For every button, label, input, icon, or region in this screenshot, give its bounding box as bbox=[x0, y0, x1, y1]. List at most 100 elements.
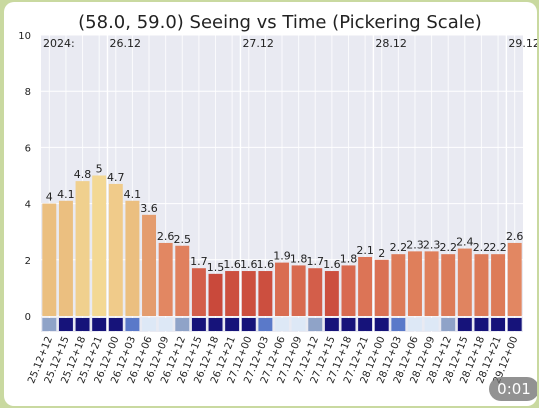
cloud-cover-cell bbox=[424, 318, 439, 331]
seeing-bar bbox=[175, 245, 190, 316]
bar-value-label: 4 bbox=[46, 191, 53, 204]
seeing-bar bbox=[291, 265, 306, 316]
cloud-cover-cell bbox=[208, 318, 223, 331]
seeing-bar bbox=[208, 273, 223, 316]
bar-value-label: 5 bbox=[96, 163, 103, 176]
cloud-cover-cell bbox=[275, 318, 289, 331]
cloud-cover-cell bbox=[507, 318, 522, 331]
seeing-bar bbox=[108, 183, 123, 316]
cloud-cover-cell bbox=[491, 318, 506, 331]
bar-value-label: 1.7 bbox=[190, 255, 208, 268]
bar-value-label: 2.2 bbox=[489, 241, 507, 254]
y-tick-label: 0 bbox=[25, 312, 31, 323]
bar-value-label: 2.2 bbox=[439, 241, 457, 254]
seeing-bar bbox=[92, 175, 107, 316]
y-tick-label: 6 bbox=[25, 143, 31, 154]
seeing-bar bbox=[275, 262, 289, 316]
cloud-cover-cell bbox=[108, 318, 123, 331]
cloud-cover-cell bbox=[125, 318, 140, 331]
seeing-bar bbox=[441, 254, 456, 316]
bar-value-label: 2.6 bbox=[506, 230, 524, 243]
seeing-bar bbox=[191, 268, 206, 316]
seeing-bar bbox=[42, 203, 57, 316]
cloud-cover-cell bbox=[441, 318, 456, 331]
bar-value-label: 1.8 bbox=[290, 252, 308, 265]
cloud-cover-cell bbox=[225, 318, 240, 331]
bar-value-label: 4.1 bbox=[124, 188, 142, 201]
cloud-cover-cell bbox=[324, 318, 339, 331]
day-label: 29.12 bbox=[508, 37, 537, 50]
seeing-bar bbox=[341, 265, 356, 316]
bar-value-label: 2.3 bbox=[423, 238, 441, 251]
cloud-cover-cell bbox=[92, 318, 107, 331]
cloud-cover-cell bbox=[241, 318, 256, 331]
cloud-cover-cell bbox=[75, 318, 90, 331]
bar-value-label: 4.1 bbox=[57, 188, 75, 201]
seeing-bar bbox=[491, 254, 506, 316]
seeing-bar bbox=[474, 254, 489, 316]
day-label: 28.12 bbox=[375, 37, 407, 50]
bar-value-label: 1.9 bbox=[273, 250, 291, 263]
seeing-bar bbox=[158, 242, 173, 316]
bar-value-label: 2.6 bbox=[157, 230, 175, 243]
seeing-bar bbox=[258, 271, 273, 316]
bar-value-label: 4.8 bbox=[74, 168, 92, 181]
bar-value-label: 1.6 bbox=[257, 258, 275, 271]
seeing-bar bbox=[507, 242, 522, 316]
bar-value-label: 1.8 bbox=[340, 252, 358, 265]
bar-value-label: 1.7 bbox=[306, 255, 324, 268]
seeing-bar bbox=[142, 214, 157, 316]
bar-value-label: 2.1 bbox=[356, 244, 374, 257]
bar-value-label: 2.3 bbox=[406, 238, 424, 251]
cloud-cover-cell bbox=[358, 318, 373, 331]
cloud-cover-cell bbox=[58, 318, 73, 331]
seeing-bar bbox=[125, 200, 140, 316]
seeing-bar bbox=[75, 181, 90, 316]
cloud-cover-cell bbox=[474, 318, 489, 331]
bar-value-label: 2.2 bbox=[390, 241, 408, 254]
cloud-cover-cell bbox=[291, 318, 306, 331]
bar-value-label: 1.5 bbox=[207, 261, 225, 274]
bar-value-label: 2.2 bbox=[473, 241, 491, 254]
cloud-cover-cell bbox=[142, 318, 157, 331]
y-tick-label: 10 bbox=[18, 31, 31, 42]
seeing-bar bbox=[324, 271, 339, 316]
seeing-bar bbox=[241, 271, 256, 316]
cloud-cover-cell bbox=[407, 318, 422, 331]
bar-value-label: 3.6 bbox=[140, 202, 158, 215]
seeing-bar bbox=[358, 256, 373, 316]
day-label: 26.12 bbox=[109, 37, 141, 50]
y-tick-label: 4 bbox=[25, 200, 31, 211]
seeing-bar bbox=[407, 251, 422, 316]
seeing-bar bbox=[308, 268, 323, 316]
bar-value-label: 2.4 bbox=[456, 236, 474, 249]
day-label: 27.12 bbox=[242, 37, 274, 50]
cloud-cover-cell bbox=[158, 318, 173, 331]
seeing-bar bbox=[424, 251, 439, 316]
seeing-bar bbox=[58, 200, 73, 316]
y-tick-label: 8 bbox=[25, 87, 31, 98]
seeing-bar bbox=[391, 254, 406, 316]
cloud-cover-cell bbox=[191, 318, 206, 331]
seeing-bar bbox=[457, 248, 472, 316]
bar-value-label: 1.6 bbox=[240, 258, 258, 271]
day-label: 2024: bbox=[43, 37, 75, 50]
seeing-bar bbox=[225, 271, 240, 316]
chart-card: (58.0, 59.0) Seeing vs Time (Pickering S… bbox=[4, 2, 537, 406]
cloud-cover-cell bbox=[374, 318, 389, 331]
cloud-cover-cell bbox=[391, 318, 406, 331]
cloud-cover-cell bbox=[258, 318, 273, 331]
bar-value-label: 1.6 bbox=[223, 258, 241, 271]
bar-value-label: 4.7 bbox=[107, 171, 125, 184]
bar-value-label: 1.6 bbox=[323, 258, 341, 271]
bar-value-label: 2 bbox=[378, 247, 385, 260]
cloud-cover-cell bbox=[341, 318, 356, 331]
video-timestamp-badge: 0:01 bbox=[489, 377, 537, 401]
cloud-cover-cell bbox=[42, 318, 57, 331]
cloud-cover-cell bbox=[308, 318, 323, 331]
seeing-chart: (58.0, 59.0) Seeing vs Time (Pickering S… bbox=[18, 12, 537, 385]
chart-title: (58.0, 59.0) Seeing vs Time (Pickering S… bbox=[78, 12, 482, 33]
y-tick-label: 2 bbox=[25, 256, 31, 267]
seeing-bar bbox=[374, 259, 389, 316]
cloud-cover-cell bbox=[175, 318, 190, 331]
